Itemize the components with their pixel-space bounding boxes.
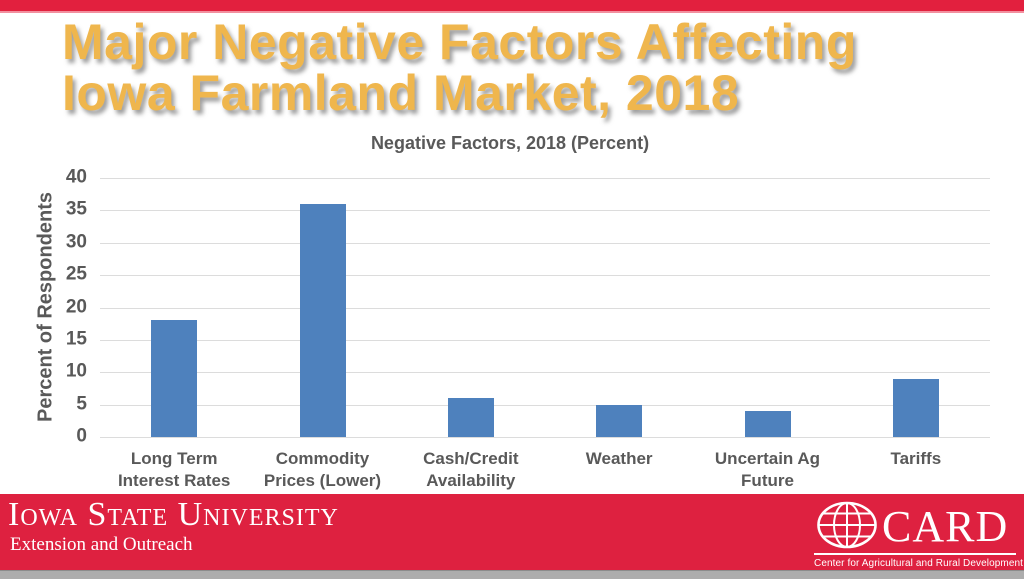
gridline bbox=[100, 339, 990, 341]
card-logo: CARD Center for Agricultural and Rural D… bbox=[814, 498, 1024, 569]
gridline bbox=[100, 210, 990, 212]
bar bbox=[892, 378, 939, 437]
footer-banner: Iowa State University Extension and Outr… bbox=[0, 494, 1024, 570]
x-axis-label: Commodity Prices (Lower) bbox=[263, 449, 382, 490]
gridline bbox=[100, 275, 990, 277]
x-axis-label: Weather bbox=[585, 449, 653, 468]
x-axis-label: Long Term Interest Rates bbox=[117, 449, 231, 490]
gridline bbox=[100, 372, 990, 374]
bar bbox=[299, 203, 346, 437]
university-tagline: Extension and Outreach bbox=[10, 534, 193, 555]
y-tick-label: 20 bbox=[65, 296, 87, 318]
y-tick-label: 40 bbox=[65, 166, 87, 188]
university-wordmark: Iowa State University bbox=[8, 496, 339, 533]
page-title: Major Negative Factors Affecting Iowa Fa… bbox=[62, 17, 1002, 119]
plot-area: 0 5 10 15 20 25 30 35 40 Long Term Interest Rates… bbox=[66, 167, 990, 490]
gridline bbox=[100, 307, 990, 309]
card-rule bbox=[814, 553, 1016, 555]
y-tick-label: 0 bbox=[76, 425, 87, 447]
y-tick-label: 10 bbox=[65, 360, 87, 382]
top-accent-bar bbox=[0, 0, 1024, 13]
globe-icon bbox=[816, 501, 878, 554]
y-tick-label: 30 bbox=[65, 231, 87, 253]
y-tick-label: 35 bbox=[65, 198, 87, 220]
gridline bbox=[100, 437, 990, 438]
x-axis-label: Tariffs bbox=[890, 449, 942, 468]
y-axis-title: Percent of Respondents bbox=[34, 191, 57, 423]
gridline bbox=[100, 404, 990, 406]
y-tick-label: 15 bbox=[65, 328, 87, 350]
card-full-name: Center for Agricultural and Rural Develo… bbox=[814, 558, 1024, 569]
gridline bbox=[100, 242, 990, 244]
page-title-line-2: Iowa Farmland Market, 2018 bbox=[62, 65, 740, 121]
y-tick-label: 25 bbox=[65, 263, 87, 285]
bar bbox=[744, 411, 791, 437]
bar bbox=[447, 398, 494, 437]
chart-title: Negative Factors, 2018 (Percent) bbox=[370, 133, 650, 153]
bar bbox=[151, 320, 198, 437]
x-axis-label: Uncertain Ag Future bbox=[714, 449, 821, 490]
window-edge-strip bbox=[0, 570, 1024, 579]
x-axis-label: Cash/Credit Availability bbox=[423, 449, 519, 490]
card-acronym: CARD bbox=[882, 502, 1009, 551]
y-tick-label: 5 bbox=[76, 393, 87, 415]
bar bbox=[596, 404, 643, 437]
page-title-line-1: Major Negative Factors Affecting bbox=[62, 14, 857, 70]
gridline bbox=[100, 178, 990, 179]
